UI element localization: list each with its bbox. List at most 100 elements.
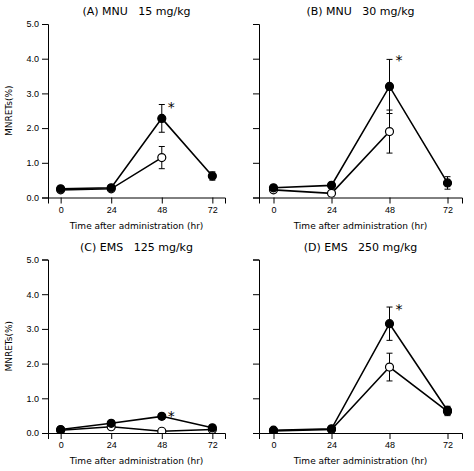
y-tick	[253, 329, 259, 330]
x-tick: 0	[59, 433, 64, 450]
y-axis	[253, 260, 260, 434]
y-axis: 0.01.02.03.04.05.0	[26, 19, 48, 203]
title: (A) MNU 15 mg/kg	[82, 5, 190, 18]
y-axis-title: MNRETs(%)	[4, 321, 14, 372]
y-tick	[253, 128, 259, 129]
plot-area	[270, 59, 452, 197]
y-tick-label: 5.0	[26, 255, 39, 265]
y-axis	[253, 25, 260, 199]
x-tick: 24	[107, 198, 117, 215]
series	[270, 307, 452, 433]
x-tick: 72	[208, 433, 218, 450]
x-tick: 72	[208, 198, 218, 215]
plot-area	[57, 105, 217, 194]
y-tick-mark	[42, 93, 48, 94]
y-tick: 4.0	[26, 290, 48, 300]
y-tick	[253, 364, 259, 365]
x-axis: 0244872	[260, 433, 463, 450]
y-tick-label: 0.0	[26, 428, 39, 438]
x-tick-label: 72	[443, 205, 453, 215]
x-axis-title: Time after administration (hr)	[69, 456, 204, 466]
y-tick	[253, 198, 259, 199]
point	[386, 320, 394, 328]
point	[208, 172, 216, 180]
y-tick: 3.0	[26, 324, 48, 334]
y-tick-mark	[42, 329, 48, 330]
panel: 0244872*(D) EMS 250 mg/kgTime after admi…	[253, 241, 463, 467]
y-tick-mark	[253, 294, 259, 295]
error-bar	[387, 353, 393, 381]
y-tick-mark	[253, 128, 259, 129]
error-bar	[445, 177, 451, 189]
y-tick: 1.0	[26, 158, 48, 168]
x-tick-label: 48	[157, 205, 167, 215]
panel: 02448720.01.02.03.04.05.0*(A) MNU 15 mg/…	[4, 5, 226, 231]
y-tick-mark	[253, 163, 259, 164]
open-point	[328, 426, 336, 433]
x-tick-label: 48	[385, 205, 395, 215]
y-tick-mark	[42, 59, 48, 60]
title: (C) EMS 125 mg/kg	[80, 241, 193, 254]
panel: 02448720.01.02.03.04.05.0*(C) EMS 125 mg…	[4, 241, 226, 467]
error-bar	[159, 146, 165, 168]
y-tick-label: 2.0	[26, 359, 39, 369]
x-tick-mark	[61, 433, 62, 439]
open-point	[386, 128, 394, 136]
y-tick-mark	[42, 294, 48, 295]
y-tick-mark	[253, 59, 259, 60]
y-tick-mark	[253, 93, 259, 94]
y-tick	[253, 260, 259, 261]
point	[444, 179, 452, 187]
x-axis-line	[49, 198, 226, 204]
x-tick-mark	[390, 433, 391, 439]
x-tick: 0	[271, 198, 276, 215]
y-tick-mark	[42, 260, 48, 261]
y-axis-line	[42, 25, 49, 199]
y-tick: 4.0	[26, 54, 48, 64]
x-tick-mark	[111, 198, 112, 204]
y-tick	[253, 59, 259, 60]
x-tick-label: 24	[107, 205, 117, 215]
x-tick-mark	[448, 198, 449, 204]
point	[158, 412, 166, 420]
y-tick-label: 1.0	[26, 394, 39, 404]
x-tick-label: 48	[157, 440, 167, 450]
x-tick-label: 72	[208, 205, 218, 215]
y-tick-mark	[42, 198, 48, 199]
point	[158, 114, 166, 122]
y-axis-title: MNRETs(%)	[4, 85, 14, 136]
line	[61, 118, 213, 188]
y-axis-line	[253, 260, 260, 434]
point	[57, 426, 65, 433]
y-tick-mark	[253, 364, 259, 365]
y-tick-mark	[253, 433, 259, 434]
point	[270, 184, 278, 192]
error-bar	[445, 407, 451, 415]
x-tick-mark	[212, 433, 213, 439]
error-bar	[159, 105, 165, 133]
y-tick: 0.0	[26, 193, 48, 203]
y-tick-mark	[253, 198, 259, 199]
open-point	[57, 426, 65, 433]
series	[57, 105, 217, 193]
y-tick	[253, 294, 259, 295]
y-tick	[253, 398, 259, 399]
open-point	[158, 154, 166, 162]
title: (B) MNU 30 mg/kg	[306, 5, 414, 18]
y-tick-mark	[42, 128, 48, 129]
y-tick-label: 5.0	[26, 19, 39, 29]
x-axis-title: Time after administration (hr)	[293, 221, 428, 231]
point	[444, 406, 452, 414]
point	[208, 424, 216, 432]
x-tick-label: 48	[385, 440, 395, 450]
x-tick: 48	[385, 198, 395, 215]
title: (D) EMS 250 mg/kg	[304, 241, 418, 254]
x-tick-label: 0	[59, 440, 64, 450]
x-tick-label: 24	[107, 440, 117, 450]
point	[328, 181, 336, 189]
series	[57, 423, 217, 433]
y-tick: 5.0	[26, 19, 48, 29]
x-tick-mark	[390, 198, 391, 204]
x-tick-mark	[274, 433, 275, 439]
x-tick: 48	[385, 433, 395, 450]
